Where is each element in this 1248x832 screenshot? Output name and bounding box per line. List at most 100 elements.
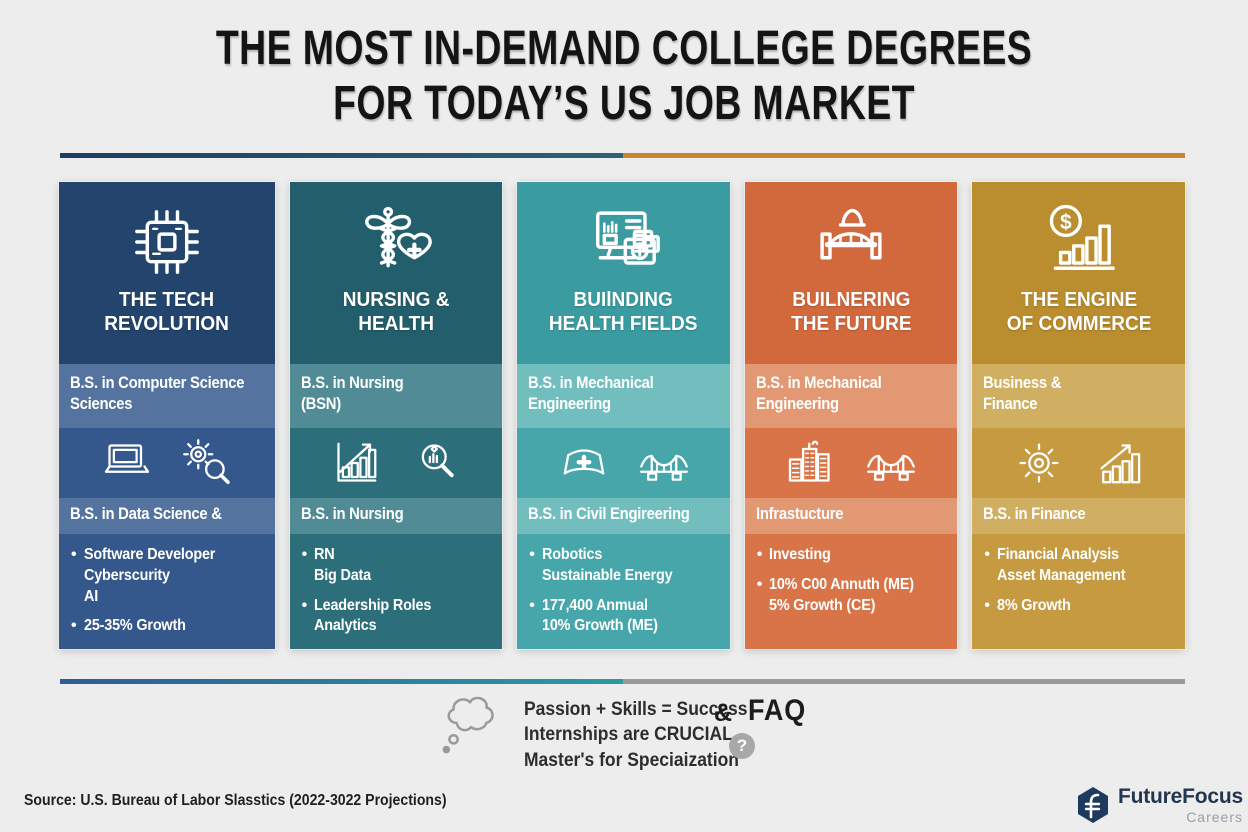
- column-title: BUILNERING THE FUTURE: [790, 289, 912, 336]
- bullet-text: 8% Growth: [997, 596, 1071, 614]
- columns-container: THE TECH REVOLUTION B.S. in Computer Sci…: [59, 182, 1185, 649]
- bridge-hardhat-icon: [820, 208, 882, 260]
- degree1-text: B.S. in Mechanical Engineering: [755, 374, 882, 413]
- degree-band: Business & Finance: [972, 364, 1185, 428]
- bridge-icon: [639, 454, 688, 481]
- column-card-health-fields: BUIlNDING HEALTH FIELDS B.S. in Mechanic…: [517, 182, 730, 649]
- bullet-item: • RN Big Data: [302, 545, 493, 587]
- bullet-dot: •: [984, 596, 990, 614]
- column-header-health-fields: BUIlNDING HEALTH FIELDS: [517, 182, 730, 364]
- column-card-nursing: NURSING & HEALTH B.S. in Nursing (BSN) B…: [289, 182, 503, 649]
- bottom-divider-right: [622, 679, 1185, 684]
- logo-name: FutureFocus: [1118, 785, 1243, 808]
- icon-row: [744, 428, 958, 498]
- column-card-tech: THE TECH REVOLUTION B.S. in Computer Sci…: [59, 182, 275, 649]
- note-line3: Master's for Speciaization: [524, 749, 739, 771]
- icon-row: [972, 428, 1185, 498]
- bullet-text: RN Big Data: [314, 546, 372, 584]
- column-title: THE ENGINE OF COMMERCE: [1006, 289, 1151, 336]
- icon-row: [59, 428, 275, 498]
- degree-band: B.S. in Civil Engireering: [517, 498, 730, 534]
- bullet-dot: •: [529, 596, 535, 614]
- degree1-text: B.S. in Nursing (BSN): [300, 374, 404, 413]
- gear-icon: [1019, 443, 1059, 483]
- microchip-icon: [134, 210, 199, 274]
- column-card-engineering: BUILNERING THE FUTURE B.S. in Mechanical…: [744, 182, 958, 649]
- bullet-item: • 25-35% Growth: [71, 616, 265, 637]
- svg-text:$: $: [1060, 211, 1072, 234]
- degree1-text: Business & Finance: [983, 374, 1062, 413]
- bullet-dot: •: [301, 596, 308, 614]
- degree-band: B.S. in Computer Science Sciences: [59, 364, 275, 428]
- column-header-engineering: BUILNERING THE FUTURE: [744, 182, 958, 364]
- laptop-icon: [104, 444, 149, 473]
- note-line1: Passion + Skills = Success: [524, 699, 748, 720]
- bullet-item: • 10% C00 Annuth (ME) 5% Growth (CE): [757, 575, 948, 617]
- brand-logo: FutureFocus Careers: [1076, 785, 1243, 826]
- bullet-list: • Financial Analysis Asset Management • 8%…: [972, 534, 1185, 649]
- column-header-tech: THE TECH REVOLUTION: [59, 182, 275, 364]
- logo-text: FutureFocus Careers: [1118, 785, 1243, 826]
- top-divider: [60, 153, 1185, 158]
- degree-band: B.S. in Nursing (BSN): [289, 364, 503, 428]
- thought-bubble-icon: [442, 696, 494, 754]
- bottom-divider: [60, 679, 1185, 684]
- dollar-bars-icon: $: [1049, 204, 1115, 270]
- monitor-medkit-icon: [595, 211, 660, 265]
- bullet-list: • Investing • 10% C00 Annuth (ME) 5% Growt…: [744, 534, 958, 649]
- bullet-list: • RN Big Data • Leadership Roles Analytics: [289, 534, 503, 649]
- degree-band: Infrastucture: [744, 498, 958, 534]
- growth-arrow-icon: [1100, 444, 1140, 484]
- bullet-text: Leadership Roles Analytics: [314, 596, 432, 635]
- degree-band: B.S. in Mechanical Engineering: [744, 364, 958, 428]
- note-line2: Internships are CRUCIAL: [524, 724, 733, 746]
- column-title: NURSING & HEALTH: [342, 289, 450, 336]
- bullet-item: • Software Developer Cyberscurity AI: [71, 545, 265, 607]
- hexagon-logo-icon: [1078, 787, 1108, 823]
- faq-label: FAQ: [748, 694, 807, 727]
- degree-band: B.S. in Finance: [972, 498, 1185, 534]
- column-title: THE TECH REVOLUTION: [104, 289, 230, 336]
- bullet-item: • Financial Analysis Asset Management: [984, 545, 1175, 587]
- page-title: THE MOST IN-DEMAND COLLEGE DEGREES FOR TO…: [137, 22, 1110, 131]
- column-card-commerce: $ THE ENGINE OF COMMERCE Business & Fina…: [972, 182, 1185, 649]
- title-line1: THE MOST IN-DEMAND COLLEGE DEGREES: [215, 22, 1033, 75]
- bridge-icon: [867, 454, 915, 481]
- degree-band: B.S. in Data Science &: [59, 498, 275, 534]
- bottom-divider-left: [60, 679, 623, 684]
- bullet-text: 25-35% Growth: [83, 617, 186, 635]
- column-header-commerce: $ THE ENGINE OF COMMERCE: [972, 182, 1185, 364]
- bullet-item: • Robotics Sustainable Energy: [529, 545, 720, 587]
- bullet-item: • 177,400 Anmual 10% Growth (ME): [529, 596, 720, 638]
- degree-band: B.S. in Nursing: [289, 498, 503, 534]
- bullet-item: • Investing: [757, 545, 948, 566]
- column-title: BUIlNDING HEALTH FIELDS: [549, 289, 698, 336]
- degree2-text: B.S. in Civil Engireering: [528, 505, 690, 523]
- bullet-dot: •: [301, 546, 308, 563]
- degree2-text: B.S. in Data Science &: [70, 505, 222, 523]
- bullet-dot: •: [984, 546, 990, 563]
- source-text: Source: U.S. Bureau of Labor Slasstics (…: [24, 792, 447, 809]
- bullet-text: Robotics Sustainable Energy: [541, 546, 673, 584]
- chart-arrow-icon: [337, 442, 377, 482]
- icon-row: [517, 428, 730, 498]
- logo-subtitle: Careers: [1186, 809, 1243, 826]
- nurse-cap-icon: [563, 449, 604, 475]
- bullet-dot: •: [71, 617, 77, 635]
- title-line2: FOR TODAY’S US JOB MARKET: [333, 76, 915, 130]
- degree-band: B.S. in Mechanical Engineering: [517, 364, 730, 428]
- bullet-dot: •: [71, 546, 77, 563]
- degree2-text: B.S. in Nursing: [300, 505, 404, 523]
- degree1-text: B.S. in Mechanical Engineering: [528, 374, 654, 413]
- bullet-dot: •: [529, 546, 535, 563]
- ampersand-text: &: [714, 699, 733, 727]
- buildings-icon: [788, 440, 830, 482]
- bullet-dot: •: [756, 546, 763, 563]
- gear-magnifier-icon: [182, 439, 230, 484]
- top-divider-left: [60, 153, 623, 158]
- bullet-dot: •: [756, 575, 763, 593]
- bullet-list: • Robotics Sustainable Energy • 177,400 An…: [517, 534, 730, 649]
- bullet-text: Investing: [769, 546, 831, 563]
- degree1-text: B.S. in Computer Science Sciences: [70, 374, 245, 413]
- degree2-text: B.S. in Finance: [983, 505, 1086, 523]
